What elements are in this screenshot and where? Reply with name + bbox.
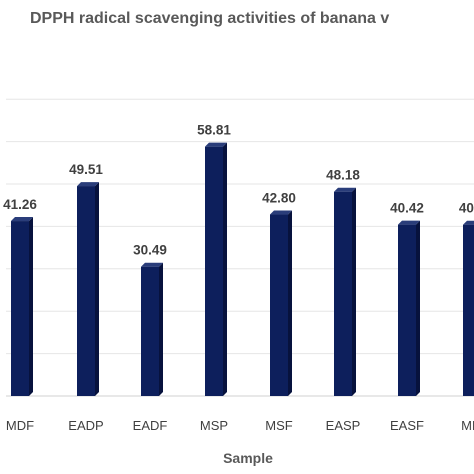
bar (141, 262, 163, 396)
bar-side (288, 210, 292, 396)
x-tick-labels: MDF EADP EADF MSP MSF EASP EASF MM (6, 418, 474, 433)
bar-top (141, 262, 163, 267)
x-axis-label: Sample (223, 450, 273, 466)
bar-front (398, 224, 416, 396)
bar-side (416, 220, 420, 396)
category-label: MSP (200, 418, 228, 433)
bar-front (334, 191, 352, 396)
bar-top (270, 210, 292, 215)
category-label: EADF (133, 418, 168, 433)
chart-title: DPPH radical scavenging activities of ba… (30, 10, 390, 27)
bar-front (205, 146, 223, 396)
bar-front (463, 224, 474, 396)
category-label: EADP (68, 418, 103, 433)
category-label: MDF (6, 418, 34, 433)
bar-front (141, 266, 159, 396)
bar (77, 182, 99, 396)
data-label: 49.51 (69, 162, 103, 177)
bar (270, 210, 292, 396)
bar-side (352, 187, 356, 396)
data-label: 40.4 (459, 201, 474, 216)
bar (205, 142, 227, 396)
data-label: 58.81 (197, 123, 231, 138)
bars (11, 142, 474, 396)
bar-top (334, 187, 356, 192)
bar-side (95, 182, 99, 396)
category-label: MSF (265, 418, 293, 433)
data-label: 40.42 (390, 201, 424, 216)
category-label: EASP (326, 418, 361, 433)
bar-top (398, 220, 420, 225)
data-labels: 41.26 49.51 30.49 58.81 42.80 48.18 40.42 40.4 (3, 123, 474, 258)
data-label: 30.49 (133, 243, 167, 258)
bar-front (270, 214, 288, 396)
gridlines (6, 98, 474, 397)
bar-front (77, 186, 95, 396)
bar-top (463, 220, 474, 225)
bar-top (77, 182, 99, 187)
bar-side (29, 217, 33, 396)
category-label: EASF (390, 418, 424, 433)
bar (11, 217, 33, 396)
data-label: 42.80 (262, 191, 296, 206)
bar-side (159, 262, 163, 396)
bar (334, 187, 356, 396)
bar-side (223, 142, 227, 396)
data-label: 48.18 (326, 168, 360, 183)
bar (463, 220, 474, 396)
bar-front (11, 221, 29, 396)
bar-top (11, 217, 33, 222)
data-label: 41.26 (3, 197, 37, 212)
bar-top (205, 142, 227, 147)
category-label: MM (461, 418, 474, 433)
bar (398, 220, 420, 396)
